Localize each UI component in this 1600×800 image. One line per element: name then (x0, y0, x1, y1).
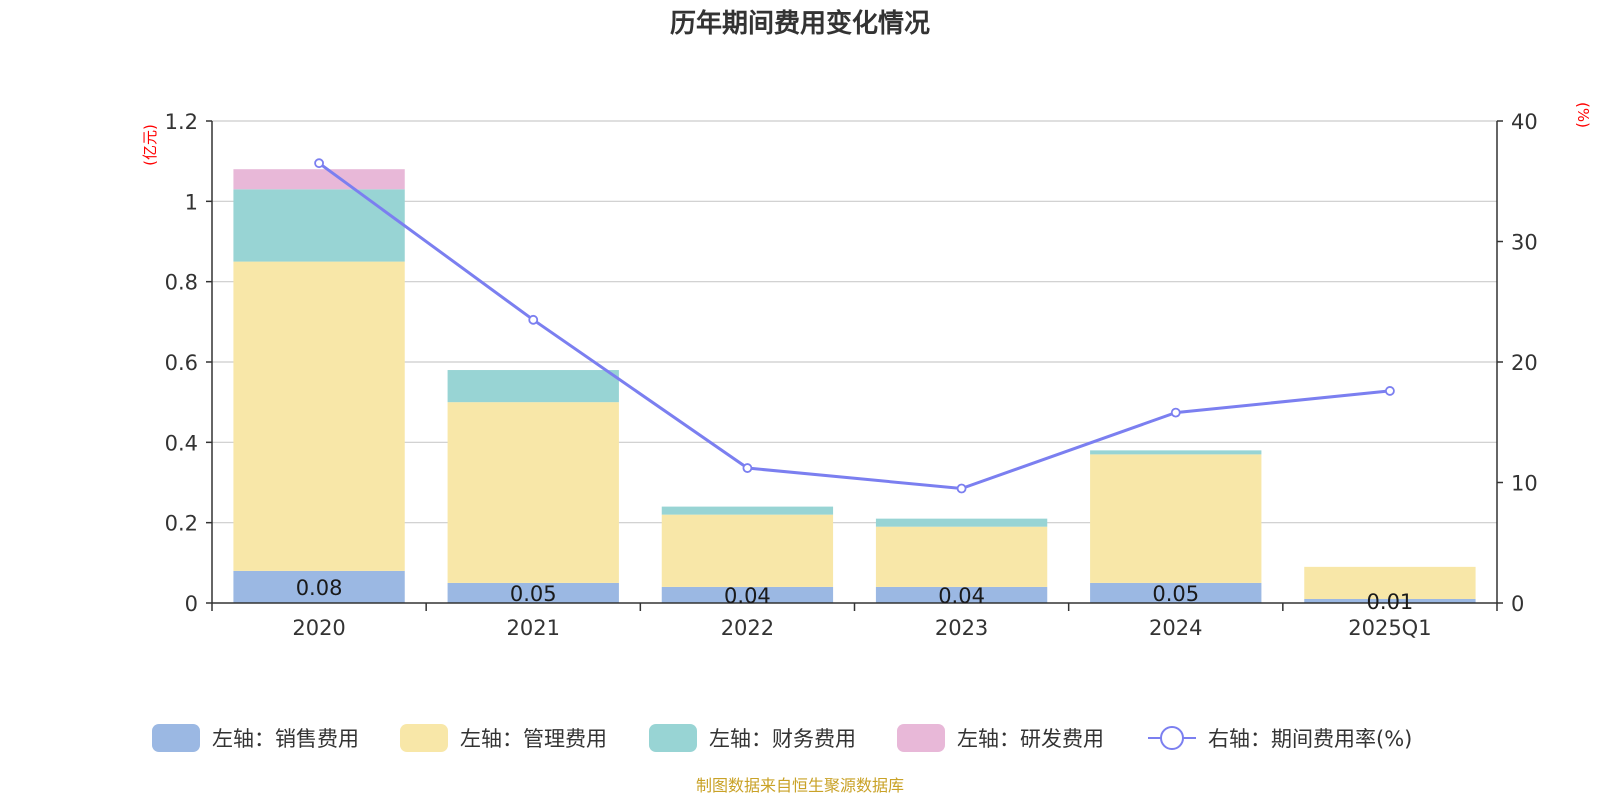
x-tick-label: 2022 (721, 616, 774, 640)
bar-data-label: 0.08 (296, 576, 343, 600)
bar-segment (1090, 582, 1262, 603)
right-tick-label: 0 (1511, 592, 1524, 616)
x-tick-label: 2020 (292, 616, 345, 640)
legend-swatch (649, 724, 697, 752)
left-tick-label: 0.2 (165, 512, 198, 536)
rate-line-point (956, 483, 967, 494)
bar-segment (233, 189, 405, 262)
bar-segment (875, 586, 1048, 603)
bars (233, 169, 1476, 603)
legend-swatch (400, 724, 448, 752)
legend: 左轴：销售费用 左轴：管理费用 左轴：财务费用 左轴：研发费用 右轴：期间费用率(%) (152, 724, 1412, 752)
x-tick-label: 2024 (1149, 616, 1202, 640)
left-tick-label: 1.2 (165, 110, 198, 134)
left-tick-label: 1 (185, 190, 198, 214)
rate-line-path (318, 161, 1391, 491)
axes: 0 0.2 0.4 0.6 0.8 1 1.2 0 10 20 30 40 2020 2021 2022 20… (165, 110, 1538, 640)
rate-line-point (1385, 386, 1395, 396)
legend-label: 左轴：研发费用 (957, 727, 1104, 751)
bar-segment (233, 261, 405, 571)
bar-segment (1304, 566, 1476, 599)
gridlines (212, 120, 1497, 524)
right-axis-unit: (%) (1574, 102, 1592, 128)
x-tick-label: 2023 (935, 616, 988, 640)
bar-segment (661, 586, 834, 603)
legend-swatch-marker (1160, 726, 1184, 750)
bar-segment (447, 402, 619, 583)
bar-segment (661, 514, 834, 587)
legend-label: 左轴：销售费用 (212, 727, 359, 751)
legend-label: 左轴：财务费用 (709, 727, 856, 751)
data-labels: 0.08 0.05 0.04 0.04 0.05 0.01 (296, 576, 1414, 614)
bar-segment (661, 506, 834, 515)
x-tick-label: 2021 (507, 616, 560, 640)
rate-line (314, 158, 1395, 494)
legend-swatch (152, 724, 200, 752)
bar-data-label: 0.05 (1152, 582, 1199, 606)
bar-data-label: 0.04 (724, 584, 771, 608)
x-tick-label: 2025Q1 (1348, 616, 1431, 640)
right-tick-label: 30 (1511, 231, 1538, 255)
left-tick-label: 0 (185, 592, 198, 616)
bar-data-label: 0.05 (510, 582, 557, 606)
left-axis-unit: (亿元) (141, 124, 159, 166)
right-tick-label: 20 (1511, 351, 1538, 375)
data-source-note: 制图数据来自恒生聚源数据库 (696, 776, 904, 795)
bar-data-label: 0.01 (1367, 590, 1414, 614)
chart-title: 历年期间费用变化情况 (670, 8, 930, 39)
legend-label: 左轴：管理费用 (460, 727, 607, 751)
right-tick-label: 40 (1511, 110, 1538, 134)
rate-line-point (528, 314, 539, 325)
bar-segment (1304, 598, 1476, 603)
bar-segment (447, 370, 619, 403)
legend-swatch (897, 724, 945, 752)
bar-segment (875, 518, 1048, 527)
left-tick-label: 0.8 (165, 271, 198, 295)
bar-segment (233, 570, 405, 603)
bar-segment (1090, 454, 1262, 583)
legend-label: 右轴：期间费用率(%) (1208, 727, 1412, 751)
bar-segment (1090, 450, 1262, 455)
bar-segment (875, 526, 1048, 587)
right-tick-label: 10 (1511, 472, 1538, 496)
bar-segment (233, 169, 405, 190)
left-tick-label: 0.6 (165, 351, 198, 375)
rate-line-point (1170, 407, 1181, 418)
bar-data-label: 0.04 (938, 584, 985, 608)
bar-segment (447, 582, 619, 603)
left-tick-label: 0.4 (165, 431, 198, 455)
rate-line-point (742, 463, 753, 473)
rate-line-point (314, 158, 324, 169)
